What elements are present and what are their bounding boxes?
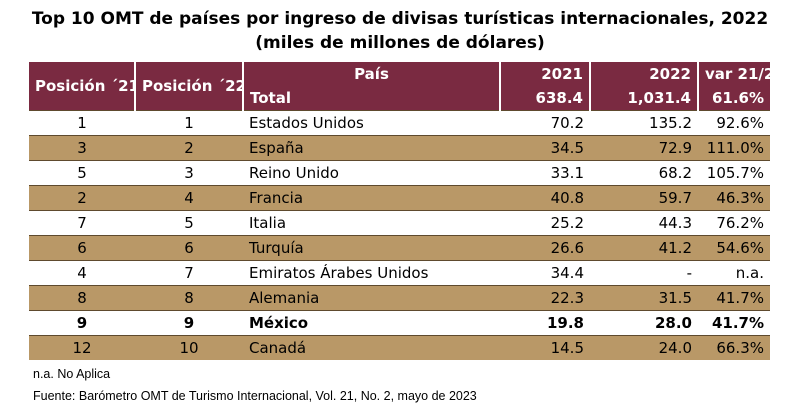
value-2021: 19.8 [500,310,590,336]
value-2021: 26.6 [500,235,590,261]
value-2021: 34.5 [500,135,590,161]
table-row: 4 7 Emiratos Árabes Unidos 34.4- n.a. [29,260,770,286]
value-2022: 68.2 [590,160,698,186]
variation: 105.7% [698,160,770,186]
position-2021: 5 [29,160,135,186]
footnote: n.a. No Aplica [33,367,111,381]
country-name: Reino Unido [243,160,500,186]
country-name: Canadá [243,335,500,360]
position-2022: 4 [135,185,243,211]
value-2021: 14.5 [500,335,590,360]
variation: 111.0% [698,135,770,161]
position-2022: 1 [135,110,243,136]
position-2021: 4 [29,260,135,286]
position-2022: 3 [135,160,243,186]
header-position-2021: Posición ´21 [29,62,136,111]
table-row: 8 8 Alemania 22.3 31.5 41.7% [29,285,770,311]
value-2021: 33.1 [500,160,590,186]
country-name: Francia [243,185,500,211]
table-row: 5 3 Reino Unido 33.1 68.2 105.7% [29,160,770,186]
table-row: 2 4 Francia 40.8 59.7 46.3% [29,185,770,211]
table-row: 7 5 Italia 25.2 44.3 76.2% [29,210,770,236]
position-2022: 2 [135,135,243,161]
value-2021: 34.4 [500,260,590,286]
variation: 66.3% [698,335,770,360]
value-2021: 25.2 [500,210,590,236]
value-2022: 72.9 [590,135,698,161]
value-2022: - [590,260,698,286]
value-2022: 31.5 [590,285,698,311]
variation: 76.2% [698,210,770,236]
value-2022: 135.2 [590,110,698,136]
position-2022: 6 [135,235,243,261]
table-row: 1 1 Estados Unidos 70.2 135.2 92.6% [29,110,770,136]
position-2022: 8 [135,285,243,311]
position-2021: 12 [29,335,135,360]
table-row: 9 9 México 19.8 28.0 41.7% [29,310,770,336]
total-variation: 61.6% [698,86,770,111]
header-2022: 2022 [590,62,699,86]
country-name: España [243,135,500,161]
variation: n.a. [698,260,770,286]
country-name: México [243,310,500,336]
value-2022: 41.2 [590,235,698,261]
value-2022: 24.0 [590,335,698,360]
position-2021: 3 [29,135,135,161]
table-title: Top 10 OMT de países por ingreso de divi… [31,9,769,29]
header-position-2022: Posición ´22 [135,62,244,111]
position-2022: 5 [135,210,243,236]
value-2021: 22.3 [500,285,590,311]
table-row: 6 6 Turquía 26.6 41.2 54.6% [29,235,770,261]
header-variation: var 21/20 [698,62,770,86]
header-2021: 2021 [500,62,591,86]
country-name: Estados Unidos [243,110,500,136]
country-name: Turquía [243,235,500,261]
country-name: Emiratos Árabes Unidos [243,260,500,286]
value-2022: 28.0 [590,310,698,336]
source-note: Fuente: Barómetro OMT de Turismo Interna… [33,389,477,403]
rankings-table: Posición ´21 Posición ´22 País 2021 2022… [29,62,770,360]
variation: 46.3% [698,185,770,211]
table-row: 3 2 España 34.5 72.9 111.0% [29,135,770,161]
position-2021: 6 [29,235,135,261]
total-row: Total 638.4 1,031.4 61.6% [29,86,770,111]
variation: 54.6% [698,235,770,261]
total-2022: 1,031.4 [590,86,699,111]
position-2022: 9 [135,310,243,336]
variation: 41.7% [698,310,770,336]
position-2021: 2 [29,185,135,211]
value-2021: 40.8 [500,185,590,211]
position-2021: 8 [29,285,135,311]
position-2021: 9 [29,310,135,336]
position-2021: 7 [29,210,135,236]
position-2022: 10 [135,335,243,360]
country-name: Alemania [243,285,500,311]
table-subtitle: (miles de millones de dólares) [255,33,545,53]
position-2021: 1 [29,110,135,136]
position-2022: 7 [135,260,243,286]
value-2022: 44.3 [590,210,698,236]
table-row: 12 10 Canadá 14.5 24.0 66.3% [29,335,770,360]
total-label: Total [243,86,501,111]
header-country: País [243,62,501,86]
value-2021: 70.2 [500,110,590,136]
country-name: Italia [243,210,500,236]
variation: 41.7% [698,285,770,311]
total-2021: 638.4 [500,86,591,111]
value-2022: 59.7 [590,185,698,211]
variation: 92.6% [698,110,770,136]
